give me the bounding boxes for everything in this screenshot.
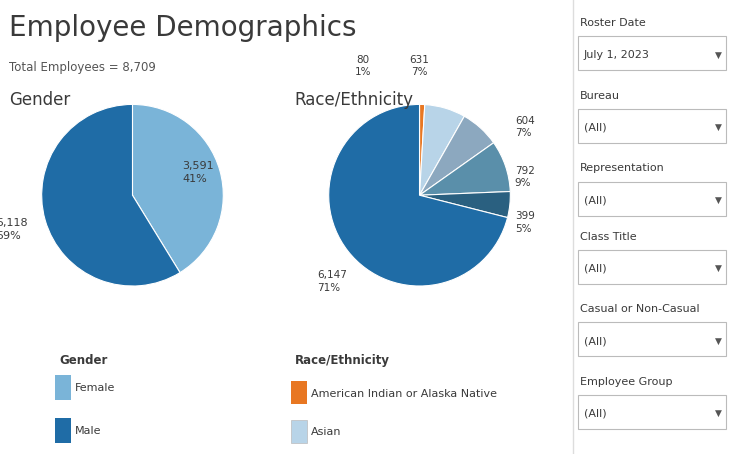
Text: Class Title: Class Title (580, 232, 637, 242)
Text: 792
9%: 792 9% (515, 166, 535, 188)
Text: 631
7%: 631 7% (409, 55, 430, 77)
Text: (All): (All) (584, 336, 606, 346)
Text: Asian: Asian (311, 427, 341, 437)
Wedge shape (420, 104, 425, 195)
Wedge shape (420, 143, 510, 195)
Text: ▼: ▼ (715, 196, 722, 205)
Text: 3,591
41%: 3,591 41% (183, 161, 214, 184)
Text: Race/Ethnicity: Race/Ethnicity (294, 91, 414, 109)
Wedge shape (329, 104, 508, 286)
Text: Employee Group: Employee Group (580, 377, 673, 387)
Text: 6,147
71%: 6,147 71% (317, 270, 347, 293)
Text: Bureau: Bureau (580, 91, 620, 101)
Text: (All): (All) (584, 195, 606, 205)
Text: Gender: Gender (59, 354, 107, 367)
Text: ▼: ▼ (715, 336, 722, 345)
Text: ▼: ▼ (715, 409, 722, 418)
Text: 80
1%: 80 1% (355, 55, 371, 77)
Wedge shape (132, 104, 223, 272)
Wedge shape (420, 116, 494, 195)
Text: Race/Ethnicity: Race/Ethnicity (294, 354, 389, 367)
Text: (All): (All) (584, 263, 606, 273)
Text: Total Employees = 8,709: Total Employees = 8,709 (9, 61, 156, 74)
Text: Male: Male (75, 426, 102, 436)
Text: ▼: ▼ (715, 50, 722, 59)
Text: Female: Female (75, 383, 116, 393)
Wedge shape (420, 104, 464, 195)
Text: 604
7%: 604 7% (515, 116, 534, 138)
Wedge shape (420, 192, 510, 217)
Text: 5,118
59%: 5,118 59% (0, 217, 28, 241)
Text: 399
5%: 399 5% (515, 211, 535, 234)
Text: (All): (All) (584, 409, 606, 419)
Text: ▼: ▼ (715, 264, 722, 273)
Text: (All): (All) (584, 123, 606, 133)
Text: Casual or Non-Casual: Casual or Non-Casual (580, 304, 700, 314)
Text: ▼: ▼ (715, 123, 722, 132)
Wedge shape (42, 104, 180, 286)
Text: Representation: Representation (580, 163, 665, 173)
Text: July 1, 2023: July 1, 2023 (584, 50, 650, 60)
Text: Gender: Gender (9, 91, 70, 109)
Text: Employee Demographics: Employee Demographics (9, 14, 356, 42)
Text: Roster Date: Roster Date (580, 18, 645, 28)
Text: American Indian or Alaska Native: American Indian or Alaska Native (311, 389, 497, 399)
